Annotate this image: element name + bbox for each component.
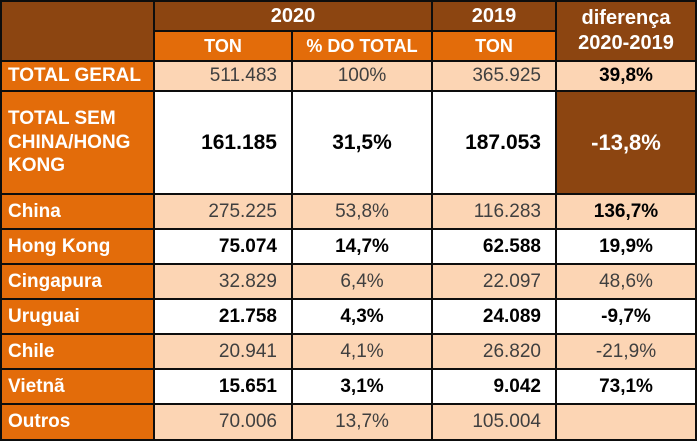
- cell-ton2020: 161.185: [155, 92, 291, 193]
- column-group-2019: 2019: [433, 2, 555, 30]
- cell-ton2020: 32.829: [155, 265, 291, 298]
- row-label-total-geral: TOTAL GERAL: [2, 62, 153, 90]
- row-label-total-sem-china-hong-kong: TOTAL SEM CHINA/HONG KONG: [2, 92, 153, 193]
- cell-ton2020: 20.941: [155, 335, 291, 368]
- cell-ton2020: 275.225: [155, 195, 291, 228]
- column-header-ton-2020: TON: [155, 32, 291, 60]
- column-header-pct-total: % DO TOTAL: [293, 32, 431, 60]
- cell-ton2020: 511.483: [155, 62, 291, 90]
- row-label-uruguai: Uruguai: [2, 300, 153, 333]
- cell-ton2019: 9.042: [433, 370, 555, 403]
- diferenca-line2: 2020-2019: [578, 32, 674, 54]
- row-label-hong-kong: Hong Kong: [2, 230, 153, 263]
- column-group-2020: 2020: [155, 2, 431, 30]
- cell-ton2019: 24.089: [433, 300, 555, 333]
- row-label-outros: Outros: [2, 405, 153, 439]
- cell-ton2020: 15.651: [155, 370, 291, 403]
- cell-diff: 39,8%: [557, 62, 695, 90]
- column-header-diferenca: diferença 2020-2019: [557, 2, 695, 60]
- corner-blank-cell: [2, 2, 153, 60]
- cell-ton2020: 75.074: [155, 230, 291, 263]
- cell-diff: 73,1%: [557, 370, 695, 403]
- cell-ton2020: 21.758: [155, 300, 291, 333]
- cell-diff: 48,6%: [557, 265, 695, 298]
- column-header-ton-2019: TON: [433, 32, 555, 60]
- cell-pct-total: 14,7%: [293, 230, 431, 263]
- cell-ton2019: 26.820: [433, 335, 555, 368]
- cell-pct-total: 100%: [293, 62, 431, 90]
- cell-ton2019: 365.925: [433, 62, 555, 90]
- row-label-vietna: Vietnã: [2, 370, 153, 403]
- cell-ton2020: 70.006: [155, 405, 291, 439]
- cell-pct-total: 3,1%: [293, 370, 431, 403]
- row-label-cingapura: Cingapura: [2, 265, 153, 298]
- cell-diff: -13,8%: [557, 92, 695, 193]
- row-label-chile: Chile: [2, 335, 153, 368]
- diferenca-line1: diferença: [581, 7, 671, 29]
- cell-diff-empty: [557, 405, 695, 439]
- cell-ton2019: 187.053: [433, 92, 555, 193]
- cell-diff: 136,7%: [557, 195, 695, 228]
- row-label-china: China: [2, 195, 153, 228]
- cell-diff: 19,9%: [557, 230, 695, 263]
- cell-pct-total: 53,8%: [293, 195, 431, 228]
- cell-diff: -21,9%: [557, 335, 695, 368]
- cell-pct-total: 31,5%: [293, 92, 431, 193]
- cell-ton2019: 22.097: [433, 265, 555, 298]
- cell-diff: -9,7%: [557, 300, 695, 333]
- cell-pct-total: 4,3%: [293, 300, 431, 333]
- cell-pct-total: 6,4%: [293, 265, 431, 298]
- cell-ton2019: 62.588: [433, 230, 555, 263]
- cell-ton2019: 105.004: [433, 405, 555, 439]
- cell-pct-total: 13,7%: [293, 405, 431, 439]
- cell-pct-total: 4,1%: [293, 335, 431, 368]
- cell-ton2019: 116.283: [433, 195, 555, 228]
